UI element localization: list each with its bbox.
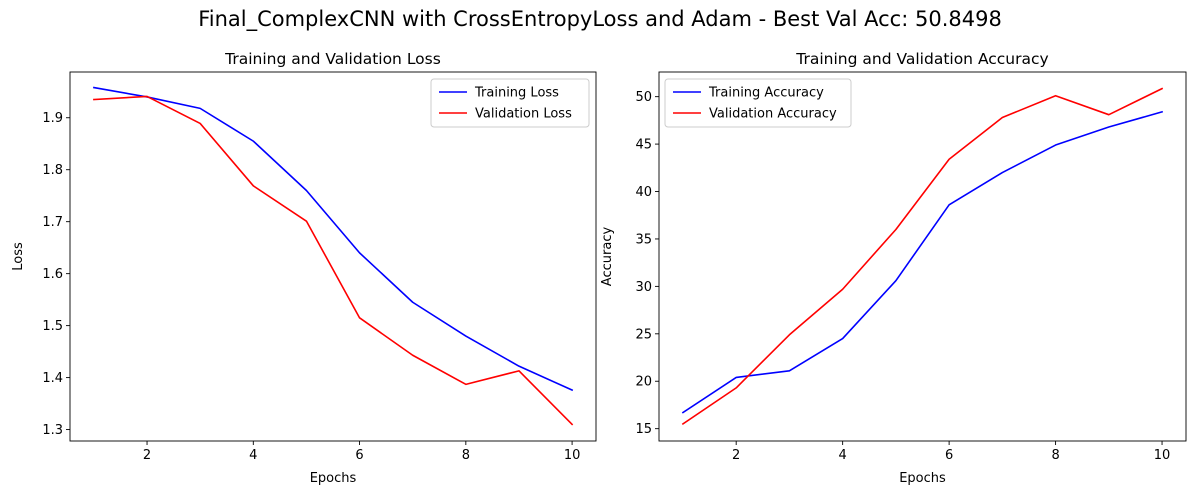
loss-plot: Training and Validation Loss 2 4 6 8 10 1.3 1.4… <box>11 50 597 486</box>
axes-frame <box>658 71 1187 442</box>
x-tick-label: 6 <box>945 448 953 463</box>
x-tick-label: 2 <box>732 448 740 463</box>
figure-title: Final_ComplexCNN with CrossEntropyLoss a… <box>198 7 1002 31</box>
series-line-training <box>92 86 574 392</box>
x-tick-label: 8 <box>462 448 470 463</box>
y-axis-label: Loss <box>11 242 26 271</box>
x-tick-label: 4 <box>249 448 257 463</box>
x-tick-label: 6 <box>355 448 363 463</box>
legend: Training Loss Validation Loss <box>430 78 590 128</box>
y-tick-label: 35 <box>635 232 652 247</box>
y-tick-label: 40 <box>635 185 652 200</box>
y-tick-label: 1.9 <box>42 111 63 126</box>
x-tick-label: 4 <box>839 448 847 463</box>
y-tick-label: 1.8 <box>42 163 63 178</box>
x-axis-label: Epochs <box>310 471 357 486</box>
y-tick-label: 50 <box>635 90 652 105</box>
series-line-training <box>681 110 1164 414</box>
y-tick-label: 30 <box>635 280 652 295</box>
series-line-validation <box>93 95 574 426</box>
legend: Training Accuracy Validation Accuracy <box>664 78 852 128</box>
legend-entry: Training Accuracy <box>708 86 824 101</box>
x-tick-label: 2 <box>143 448 151 463</box>
series-line-validation <box>681 87 1164 426</box>
x-tick-label: 8 <box>1051 448 1059 463</box>
y-tick-label: 1.7 <box>42 215 63 230</box>
plot-title: Training and Validation Accuracy <box>795 50 1048 68</box>
x-tick-label: 10 <box>564 448 581 463</box>
y-tick-label: 20 <box>635 375 652 390</box>
y-tick-label: 1.3 <box>42 423 63 438</box>
x-axis-label: Epochs <box>899 471 946 486</box>
y-tick-label: 1.4 <box>42 371 63 386</box>
y-tick-label: 45 <box>635 138 652 153</box>
accuracy-plot: Training and Validation Accuracy 2 4 6 8 10 15… <box>600 50 1187 486</box>
y-tick-label: 1.6 <box>42 267 63 282</box>
axes-frame <box>69 71 597 442</box>
y-axis-label: Accuracy <box>600 227 615 287</box>
legend-entry: Validation Accuracy <box>709 107 837 122</box>
y-tick-label: 15 <box>635 422 652 437</box>
legend-entry: Training Loss <box>474 86 559 101</box>
legend-box <box>430 78 590 128</box>
y-tick-label: 1.5 <box>42 319 63 334</box>
x-tick-label: 10 <box>1154 448 1171 463</box>
legend-box <box>664 78 852 128</box>
legend-entry: Validation Loss <box>475 107 572 122</box>
plot-title: Training and Validation Loss <box>224 50 441 68</box>
y-tick-label: 25 <box>635 327 652 342</box>
